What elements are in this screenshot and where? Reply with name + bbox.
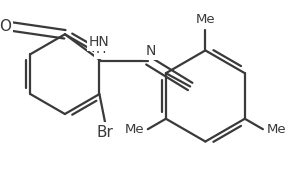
Text: HN: HN [89,36,109,49]
Text: H: H [96,42,106,57]
Text: Me: Me [196,13,215,26]
Text: Me: Me [267,123,286,136]
Text: Br: Br [97,125,113,140]
Text: O: O [0,19,11,34]
Text: N: N [145,44,156,58]
Text: Me: Me [124,123,144,136]
